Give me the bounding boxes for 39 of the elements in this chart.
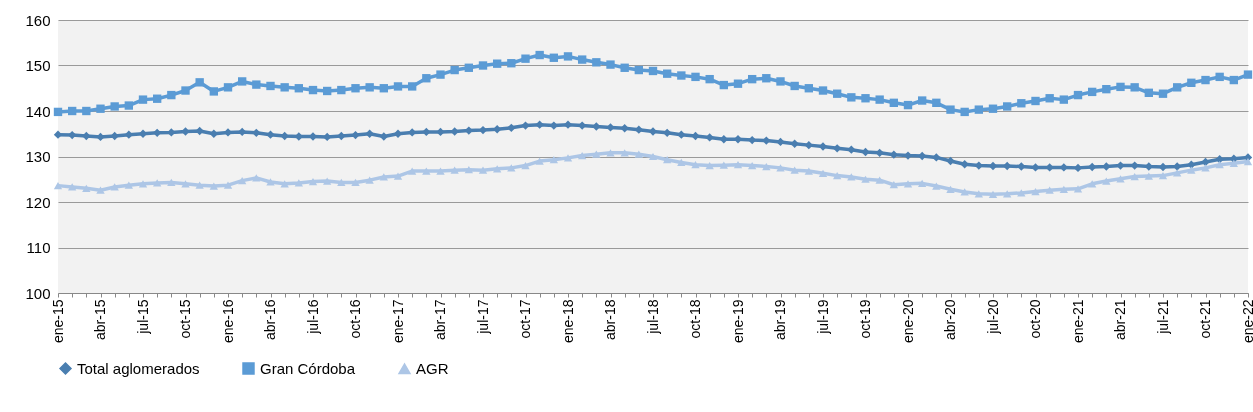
x-tick-label: abr-17 [432, 299, 448, 340]
x-tick-label: jul-19 [814, 299, 831, 335]
y-tick-label: 120 [25, 193, 51, 211]
x-tick-label: oct-18 [687, 299, 703, 339]
legend-label: AGR [416, 359, 449, 377]
x-tick-label: abr-15 [92, 299, 108, 340]
x-tick-label: ene-18 [559, 299, 576, 344]
x-tick-label: abr-19 [772, 299, 788, 340]
x-tick-label: jul-20 [984, 299, 1001, 335]
x-tick-label: jul-21 [1154, 299, 1171, 335]
legend-label: Total aglomerados [77, 359, 200, 377]
x-tick-label: ene-20 [899, 299, 916, 344]
x-tick-label: jul-17 [474, 299, 491, 335]
y-tick-label: 110 [26, 239, 51, 256]
y-tick-label: 130 [25, 148, 51, 165]
x-tick-label: ene-17 [389, 299, 406, 344]
x-tick-label: ene-19 [729, 299, 746, 344]
x-tick-label: ene-21 [1069, 299, 1086, 344]
x-tick-label: ene-15 [49, 299, 66, 344]
x-tick-label: oct-20 [1027, 299, 1043, 339]
x-tick-label: jul-18 [644, 299, 661, 335]
x-tick-label: abr-18 [602, 299, 618, 340]
x-tick-label: oct-17 [517, 299, 533, 339]
x-tick-label: oct-19 [857, 299, 873, 339]
legend-label: Gran Córdoba [260, 359, 356, 377]
x-tick-label: ene-16 [219, 299, 236, 344]
x-tick-label: ene-22 [1239, 299, 1253, 344]
x-tick-label: abr-20 [942, 299, 958, 340]
x-tick-label: abr-16 [262, 299, 278, 340]
x-tick-label: oct-15 [177, 299, 193, 339]
y-tick-label: 100 [25, 284, 51, 302]
x-tick-label: jul-16 [304, 299, 321, 335]
y-tick-label: 160 [25, 11, 51, 29]
x-tick-label: abr-21 [1112, 299, 1128, 340]
x-tick-label: oct-16 [347, 299, 363, 339]
x-tick-label: oct-21 [1197, 299, 1213, 339]
x-tick-label: jul-15 [134, 299, 151, 335]
y-tick-label: 150 [25, 57, 51, 74]
y-tick-label: 140 [25, 102, 51, 120]
